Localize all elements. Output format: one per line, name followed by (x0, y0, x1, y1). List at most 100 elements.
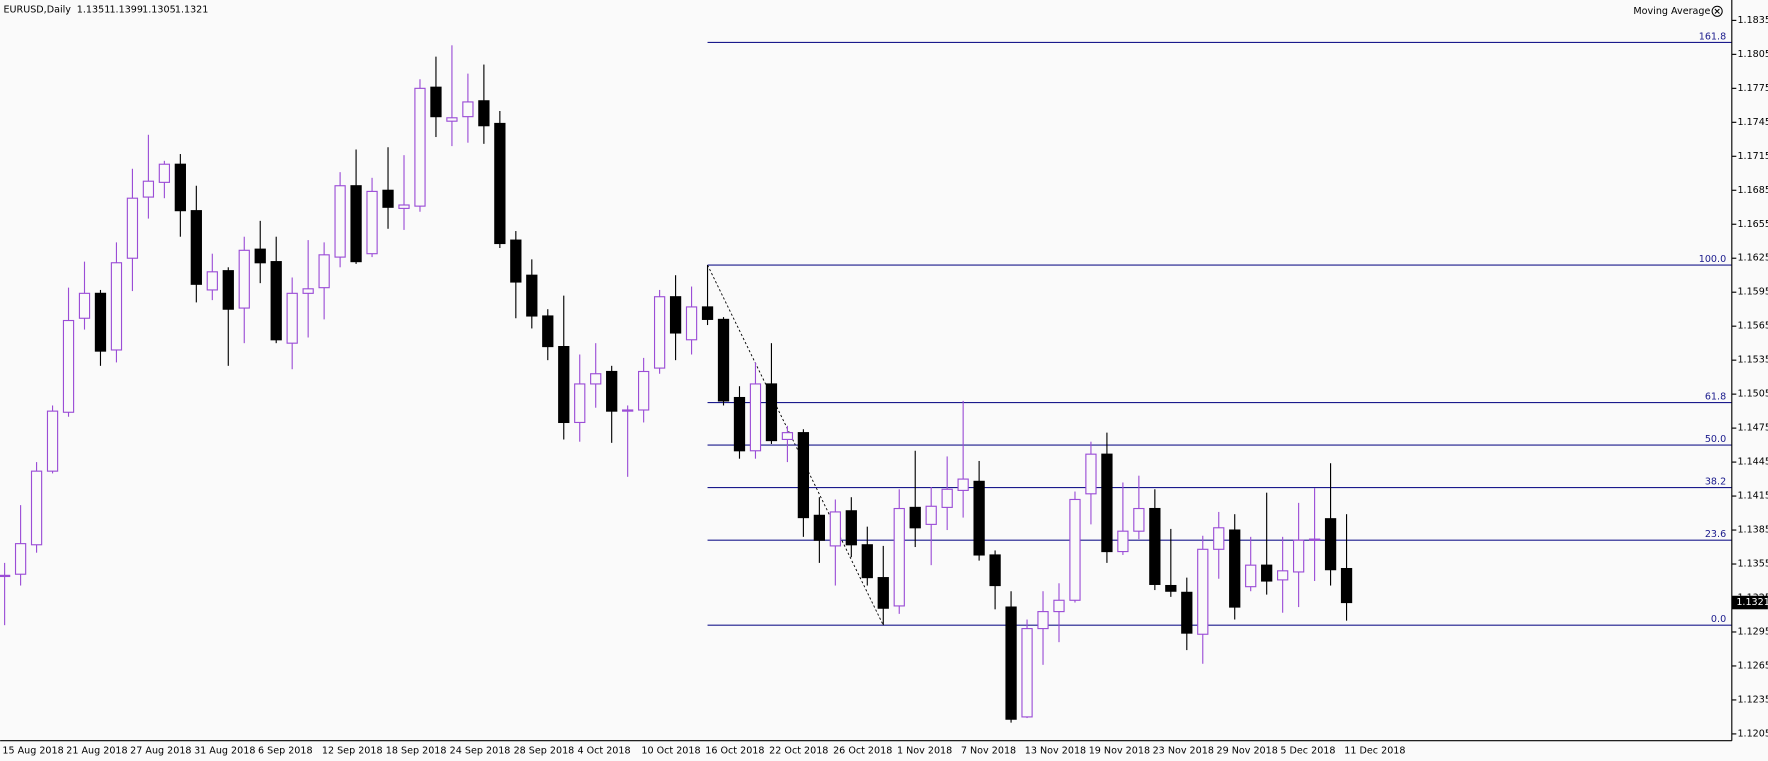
y-tick-label: 1.1835 (1737, 15, 1768, 26)
x-tick-label: 13 Nov 2018 (1025, 745, 1086, 756)
y-tick-label: 1.1625 (1737, 253, 1768, 264)
candle-body (1340, 567, 1353, 604)
candle-body (1053, 599, 1065, 613)
candle-body (1324, 518, 1337, 571)
candle-body (30, 470, 43, 546)
y-tick-label: 1.1385 (1737, 525, 1768, 536)
plot: 161.8 100.0 61.8 50.0 38.2 23.6 0.0 (0, 31, 1732, 723)
candle-body (749, 383, 762, 452)
y-tick-label: 1.1355 (1737, 559, 1768, 570)
candle-body (1021, 628, 1033, 718)
y-tick-label: 1.1685 (1737, 185, 1768, 196)
candle-body (158, 163, 171, 183)
candle-body (813, 514, 826, 541)
candle-body (1165, 584, 1177, 592)
candle-body (1005, 606, 1017, 720)
y-tick-label: 1.1655 (1737, 219, 1768, 230)
candle-body (606, 370, 618, 412)
y-tick-label: 1.1235 (1737, 694, 1768, 705)
close-icon-cross[interactable] (1714, 8, 1720, 14)
y-tick-label: 1.1535 (1737, 355, 1768, 366)
candle-body (1277, 570, 1289, 581)
fib-level-label: 38.2 (1705, 476, 1726, 487)
candle-body (957, 478, 969, 491)
candle-body (1101, 453, 1113, 553)
candle-body (286, 292, 298, 344)
candle-body (430, 86, 442, 118)
candle-body (1245, 564, 1257, 588)
y-tick-label: 1.1715 (1737, 151, 1768, 162)
candle-body (1085, 453, 1097, 495)
candle-body (765, 383, 778, 442)
header-high: 1.1399 (109, 5, 143, 16)
x-tick-label: 16 Oct 2018 (705, 745, 764, 756)
fib-level-label: 161.8 (1699, 31, 1726, 42)
candle-body (46, 410, 59, 472)
x-tick-label: 10 Oct 2018 (641, 745, 700, 756)
candle-body (941, 488, 953, 508)
fib-level-label: 0.0 (1711, 614, 1726, 625)
x-tick-label: 1 Nov 2018 (897, 745, 952, 756)
candle-body (78, 292, 91, 319)
x-tick-label: 15 Aug 2018 (2, 745, 63, 756)
candle-body (1213, 527, 1225, 550)
y-tick-label: 1.1745 (1737, 117, 1768, 128)
candle-body (414, 87, 426, 207)
x-tick-label: 6 Sep 2018 (258, 745, 313, 756)
candle-body (190, 210, 202, 285)
candle-body (1037, 611, 1049, 630)
candle-body (222, 270, 234, 310)
candle-body (845, 510, 857, 546)
candle-body (733, 396, 746, 452)
y-tick-label: 1.1595 (1737, 287, 1768, 298)
candle-body (446, 117, 458, 122)
y-tick-label: 1.1415 (1737, 491, 1768, 502)
header-open: 1.1351 (77, 5, 111, 16)
x-tick-label: 4 Oct 2018 (577, 745, 630, 756)
candle-body (510, 239, 522, 283)
x-tick-label: 27 Aug 2018 (130, 745, 191, 756)
y-tick-label: 1.1295 (1737, 626, 1768, 637)
fib-level-label: 23.6 (1705, 529, 1726, 540)
candle-body (574, 383, 586, 424)
indicator-label: Moving Average (1633, 6, 1710, 17)
y-tick-label: 1.1805 (1737, 49, 1768, 60)
candle-body (142, 180, 155, 198)
x-tick-label: 12 Sep 2018 (322, 745, 383, 756)
y-tick-label: 1.1775 (1737, 83, 1768, 94)
x-tick-label: 18 Sep 2018 (386, 745, 447, 756)
header-low: 1.1305 (142, 5, 176, 16)
x-tick-label: 23 Nov 2018 (1153, 745, 1214, 756)
y-tick-label: 1.1205 (1737, 728, 1768, 739)
x-tick-label: 29 Nov 2018 (1216, 745, 1277, 756)
candle-body (126, 197, 139, 259)
candle-body (1229, 529, 1241, 608)
candle-body (174, 163, 186, 212)
candle-body (797, 432, 810, 519)
candle-body (382, 189, 394, 208)
y-tick-label: 1.1445 (1737, 457, 1768, 468)
candle-body (14, 543, 27, 575)
candle-body (462, 101, 474, 118)
candle-body (653, 296, 666, 369)
candle-body (62, 319, 75, 413)
candle-body (1292, 539, 1305, 573)
x-tick-label: 24 Sep 2018 (450, 745, 511, 756)
fib-level-label: 50.0 (1705, 434, 1726, 445)
candle-body (302, 288, 314, 294)
y-tick-label: 1.1505 (1737, 389, 1768, 400)
fib-level-label: 100.0 (1699, 254, 1726, 265)
candle-body (366, 190, 378, 255)
header-close: 1.1321 (175, 5, 209, 16)
close-icon-circle[interactable] (1711, 5, 1723, 17)
candle-body (270, 261, 282, 341)
candle-body (622, 409, 634, 412)
chart-title: EURUSD,Daily (3, 5, 71, 16)
candle-body (494, 122, 506, 245)
indicator-close-button[interactable] (1711, 5, 1723, 17)
candle-body (1069, 498, 1081, 601)
fib-level-label: 61.8 (1705, 391, 1726, 402)
candle-body (1133, 507, 1145, 532)
